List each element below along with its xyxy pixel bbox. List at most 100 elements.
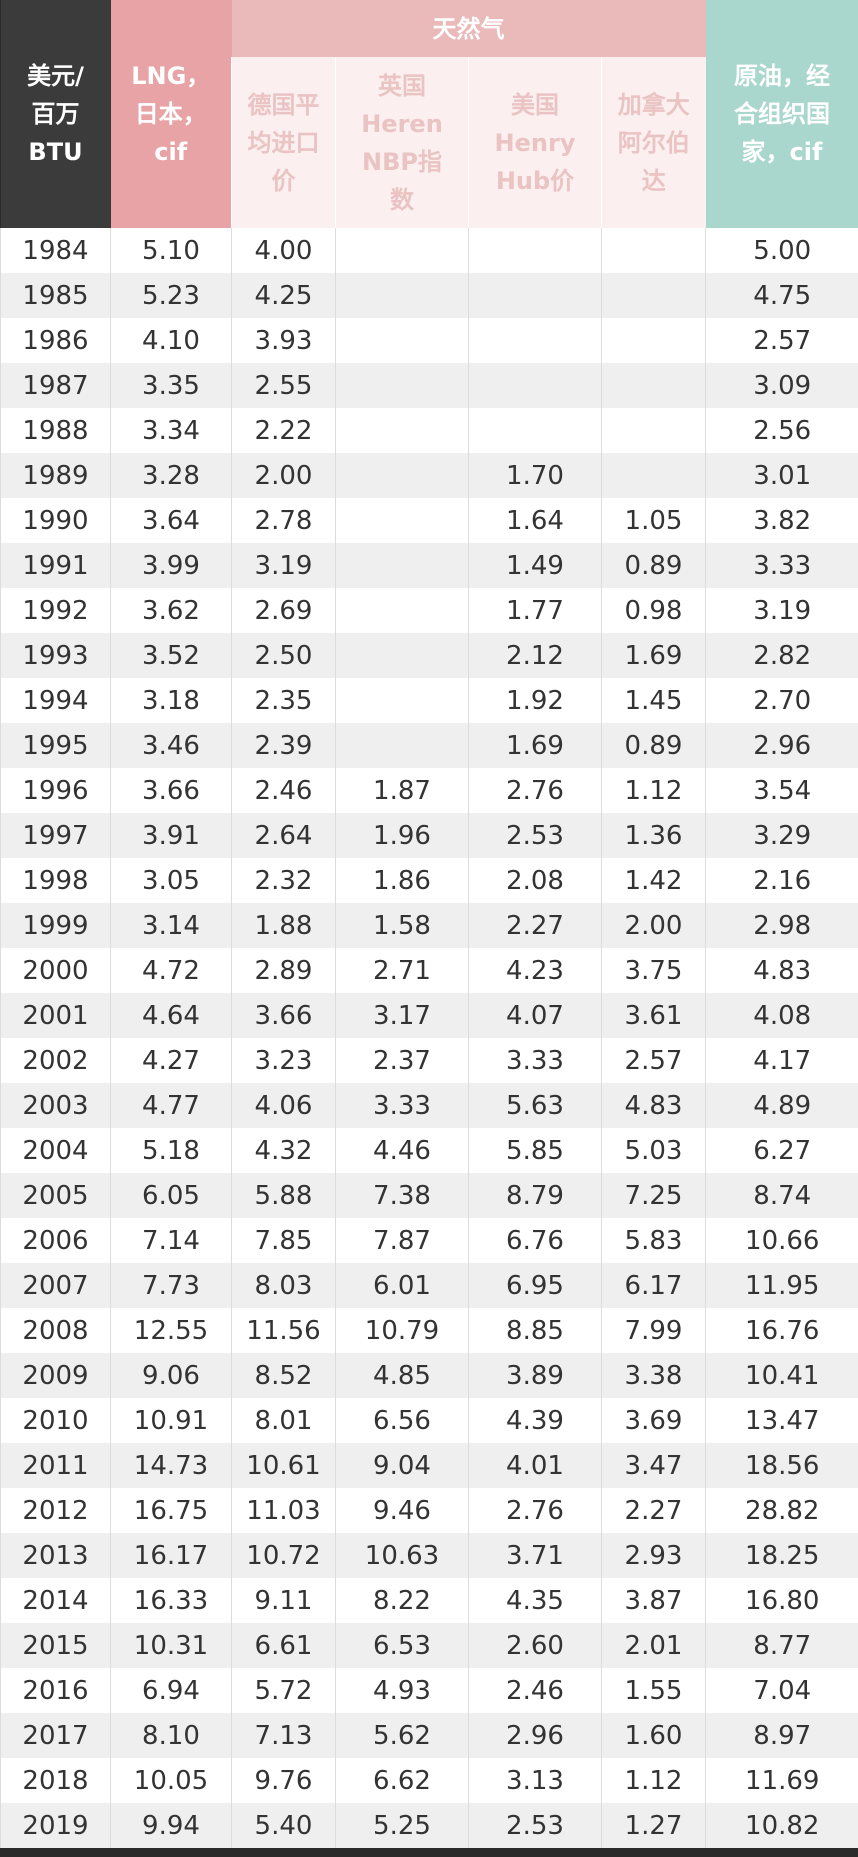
value-cell: 7.85: [231, 1218, 336, 1263]
value-cell: [335, 453, 469, 498]
value-cell: 6.53: [335, 1623, 469, 1668]
year-cell: 1987: [0, 363, 111, 408]
value-cell: 5.03: [601, 1128, 706, 1173]
value-cell: 5.25: [335, 1803, 469, 1848]
value-cell: 13.47: [705, 1398, 858, 1443]
value-cell: [335, 273, 469, 318]
value-cell: 10.91: [110, 1398, 232, 1443]
year-cell: 2004: [0, 1128, 111, 1173]
value-cell: 6.61: [231, 1623, 336, 1668]
value-cell: 1.86: [335, 858, 469, 903]
value-cell: 1.05: [601, 498, 706, 543]
year-cell: 2015: [0, 1623, 111, 1668]
value-cell: 3.66: [110, 768, 232, 813]
value-cell: 11.56: [231, 1308, 336, 1353]
value-cell: 2.98: [705, 903, 858, 948]
value-cell: 10.61: [231, 1443, 336, 1488]
value-cell: 2.37: [335, 1038, 469, 1083]
value-cell: 2.55: [231, 363, 336, 408]
value-cell: 5.23: [110, 273, 232, 318]
value-cell: 2.46: [231, 768, 336, 813]
value-cell: 7.25: [601, 1173, 706, 1218]
year-cell: 1997: [0, 813, 111, 858]
value-cell: 4.25: [231, 273, 336, 318]
year-cell: 2002: [0, 1038, 111, 1083]
value-cell: 11.03: [231, 1488, 336, 1533]
value-cell: 9.94: [110, 1803, 232, 1848]
value-cell: 5.63: [468, 1083, 602, 1128]
value-cell: 4.89: [705, 1083, 858, 1128]
value-cell: 4.72: [110, 948, 232, 993]
year-cell: 2006: [0, 1218, 111, 1263]
value-cell: 4.06: [231, 1083, 336, 1128]
value-cell: 2.60: [468, 1623, 602, 1668]
value-cell: 1.27: [601, 1803, 706, 1848]
value-cell: 2.08: [468, 858, 602, 903]
value-cell: 1.36: [601, 813, 706, 858]
table-row: 2017 8.10 7.13 5.62 2.96 1.60 8.97: [0, 1713, 858, 1758]
value-cell: [335, 363, 469, 408]
value-cell: [335, 228, 469, 273]
value-cell: 3.52: [110, 633, 232, 678]
value-cell: 2.57: [601, 1038, 706, 1083]
value-cell: 5.10: [110, 228, 232, 273]
value-cell: 2.39: [231, 723, 336, 768]
value-cell: [468, 408, 602, 453]
value-cell: 3.93: [231, 318, 336, 363]
table-row: 2012 16.75 11.03 9.46 2.76 2.27 28.82: [0, 1488, 858, 1533]
year-cell: 2003: [0, 1083, 111, 1128]
value-cell: [468, 318, 602, 363]
year-cell: 2008: [0, 1308, 111, 1353]
value-cell: 8.77: [705, 1623, 858, 1668]
year-cell: 1995: [0, 723, 111, 768]
value-cell: 2.00: [231, 453, 336, 498]
value-cell: 2.00: [601, 903, 706, 948]
value-cell: 8.01: [231, 1398, 336, 1443]
value-cell: 3.13: [468, 1758, 602, 1803]
value-cell: [601, 273, 706, 318]
value-cell: 11.69: [705, 1758, 858, 1803]
value-cell: 0.98: [601, 588, 706, 633]
value-cell: 10.72: [231, 1533, 336, 1578]
value-cell: 1.64: [468, 498, 602, 543]
table-row: 2010 10.91 8.01 6.56 4.39 3.69 13.47: [0, 1398, 858, 1443]
value-cell: 3.28: [110, 453, 232, 498]
year-cell: 2019: [0, 1803, 111, 1848]
year-cell: 2014: [0, 1578, 111, 1623]
value-cell: 9.11: [231, 1578, 336, 1623]
value-cell: 10.41: [705, 1353, 858, 1398]
year-cell: 1984: [0, 228, 111, 273]
value-cell: [601, 318, 706, 363]
value-cell: 4.39: [468, 1398, 602, 1443]
value-cell: [468, 363, 602, 408]
value-cell: 8.52: [231, 1353, 336, 1398]
value-cell: [468, 273, 602, 318]
value-cell: 18.25: [705, 1533, 858, 1578]
year-cell: 1999: [0, 903, 111, 948]
table-row: 1988 3.34 2.22 2.56: [0, 408, 858, 453]
table-row: 2018 10.05 9.76 6.62 3.13 1.12 11.69: [0, 1758, 858, 1803]
value-cell: 5.88: [231, 1173, 336, 1218]
value-cell: 2.53: [468, 1803, 602, 1848]
value-cell: 1.49: [468, 543, 602, 588]
value-cell: 3.82: [705, 498, 858, 543]
value-cell: 3.38: [601, 1353, 706, 1398]
value-cell: 2.53: [468, 813, 602, 858]
value-cell: 2.16: [705, 858, 858, 903]
value-cell: 1.12: [601, 768, 706, 813]
table-row: 1997 3.91 2.64 1.96 2.53 1.36 3.29: [0, 813, 858, 858]
table-row: 2016 6.94 5.72 4.93 2.46 1.55 7.04: [0, 1668, 858, 1713]
value-cell: [335, 498, 469, 543]
table-row: 2007 7.73 8.03 6.01 6.95 6.17 11.95: [0, 1263, 858, 1308]
value-cell: 3.89: [468, 1353, 602, 1398]
value-cell: 6.76: [468, 1218, 602, 1263]
value-cell: 3.54: [705, 768, 858, 813]
value-cell: 7.87: [335, 1218, 469, 1263]
value-cell: [335, 408, 469, 453]
value-cell: 18.56: [705, 1443, 858, 1488]
year-cell: 2000: [0, 948, 111, 993]
value-cell: 10.05: [110, 1758, 232, 1803]
value-cell: 3.09: [705, 363, 858, 408]
year-cell: 2009: [0, 1353, 111, 1398]
value-cell: 5.40: [231, 1803, 336, 1848]
